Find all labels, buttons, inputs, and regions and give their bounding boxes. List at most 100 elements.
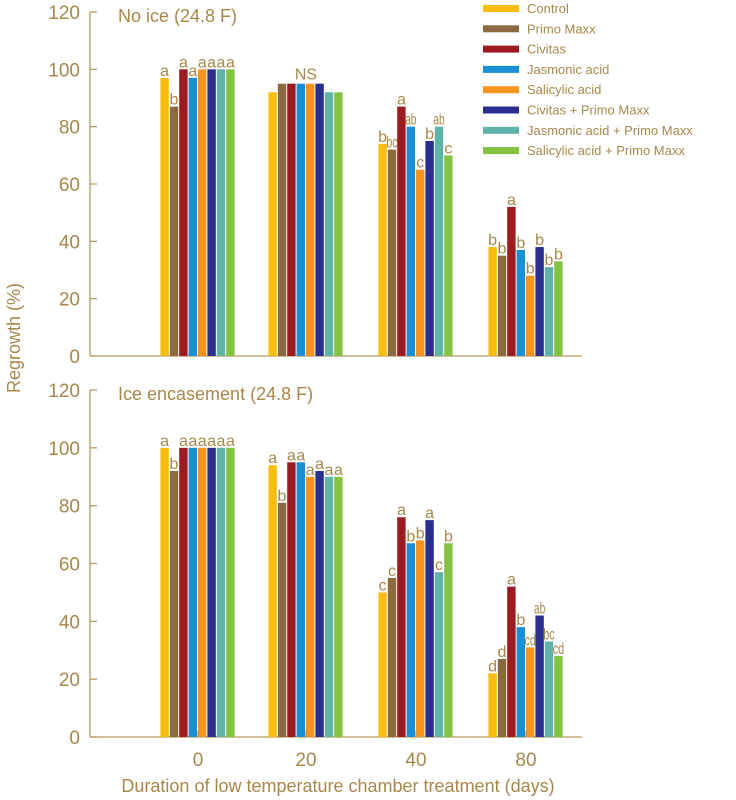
bar: [554, 261, 563, 356]
bar: [507, 586, 516, 737]
legend-swatch: [483, 147, 519, 155]
bar: [296, 83, 305, 357]
bar-significance-label: a: [226, 54, 235, 71]
bar-significance-label: a: [268, 450, 277, 467]
x-tick-label: 0: [193, 750, 204, 771]
bar: [315, 83, 324, 357]
bar: [406, 126, 415, 357]
bar: [188, 77, 197, 356]
bar: [434, 572, 444, 737]
bar: [535, 615, 544, 737]
bar-significance-label: c: [388, 563, 396, 580]
bar: [554, 656, 563, 737]
bar: [544, 641, 554, 737]
bar: [387, 149, 397, 356]
bar-significance-label: a: [334, 462, 343, 479]
bar-significance-label: bc: [543, 627, 554, 644]
bar-significance-label: b: [425, 126, 434, 143]
bar: [169, 470, 179, 737]
bar: [516, 249, 525, 356]
bar: [268, 92, 277, 357]
bar-significance-label: b: [516, 235, 525, 252]
y-tick-label: 80: [59, 118, 80, 139]
bar-significance-label: a: [425, 505, 434, 522]
y-tick-label: 40: [59, 232, 80, 253]
y-tick-label: 100: [48, 439, 80, 460]
bar-significance-label: cd: [553, 641, 564, 658]
bar-significance-label: a: [507, 572, 516, 589]
bar: [425, 520, 434, 737]
legend-swatch: [483, 45, 519, 53]
bar: [416, 540, 425, 737]
bar: [207, 69, 216, 356]
bar-significance-label: a: [296, 447, 305, 464]
x-axis-title: Duration of low temperature chamber trea…: [121, 776, 554, 796]
legend-label: Jasmonic acid + Primo Maxx: [527, 123, 693, 138]
bar-significance-label: d: [498, 644, 507, 661]
bar: [169, 106, 179, 356]
bar-significance-label: a: [207, 433, 216, 450]
legend-label: Salicylic acid + Primo Maxx: [527, 143, 685, 158]
bar-significance-label: b: [278, 488, 287, 505]
bar: [324, 92, 334, 357]
bar-significance-label: a: [507, 192, 516, 209]
panel-title: Ice encasement (24.8 F): [118, 384, 313, 404]
bar-significance-label: a: [217, 433, 226, 450]
legend-swatch: [483, 126, 519, 134]
bar-significance-label: c: [379, 577, 387, 594]
bar: [277, 502, 287, 737]
bar: [306, 476, 315, 737]
bar: [378, 143, 387, 356]
bar-significance-label: b: [170, 456, 179, 473]
bar-significance-label: d: [488, 658, 497, 675]
bar: [160, 77, 169, 356]
bar-significance-label: a: [179, 54, 188, 71]
bar-significance-label: c: [444, 140, 452, 157]
bar-significance-label: b: [516, 612, 525, 629]
bar: [444, 155, 453, 356]
bar: [306, 83, 315, 357]
bar-significance-label: c: [435, 557, 443, 574]
bar: [334, 92, 343, 357]
y-tick-label: 20: [59, 670, 80, 691]
bar-significance-label: a: [217, 54, 226, 71]
legend: Control Primo Maxx Civitas Jasmonic acid Sal…: [483, 1, 693, 158]
bar: [287, 83, 296, 357]
y-tick-label: 100: [48, 60, 80, 81]
bar: [188, 447, 197, 737]
bar: [488, 247, 497, 356]
bar: [544, 267, 554, 356]
legend-label: Control: [527, 1, 569, 16]
bar: [198, 69, 207, 356]
bar: [497, 255, 507, 356]
bar-significance-label: b: [554, 246, 563, 263]
bar-significance-label: a: [188, 63, 197, 80]
y-tick-label: 60: [59, 175, 80, 196]
bar: [488, 673, 497, 737]
x-tick-label: 20: [295, 750, 316, 771]
legend-swatch: [483, 106, 519, 114]
bar: [425, 141, 434, 356]
bar-significance-label: a: [207, 54, 216, 71]
bar: [179, 447, 188, 737]
bar-significance-label: b: [535, 232, 544, 249]
y-tick-label: 60: [59, 555, 80, 576]
bar-significance-label: cd: [525, 632, 536, 649]
y-tick-label: 20: [59, 290, 80, 311]
bar: [334, 476, 343, 737]
bar-significance-label: bc: [386, 135, 397, 152]
bar: [507, 206, 516, 356]
bar: [277, 83, 287, 357]
bar-significance-label: a: [179, 433, 188, 450]
bar: [324, 476, 334, 737]
y-tick-label: 80: [59, 497, 80, 518]
bar-significance-label: ab: [534, 601, 545, 618]
bar: [179, 69, 188, 356]
bar: [296, 462, 305, 737]
bar-significance-label: a: [315, 456, 324, 473]
bar: [226, 447, 235, 737]
bar-significance-label: c: [416, 155, 424, 172]
